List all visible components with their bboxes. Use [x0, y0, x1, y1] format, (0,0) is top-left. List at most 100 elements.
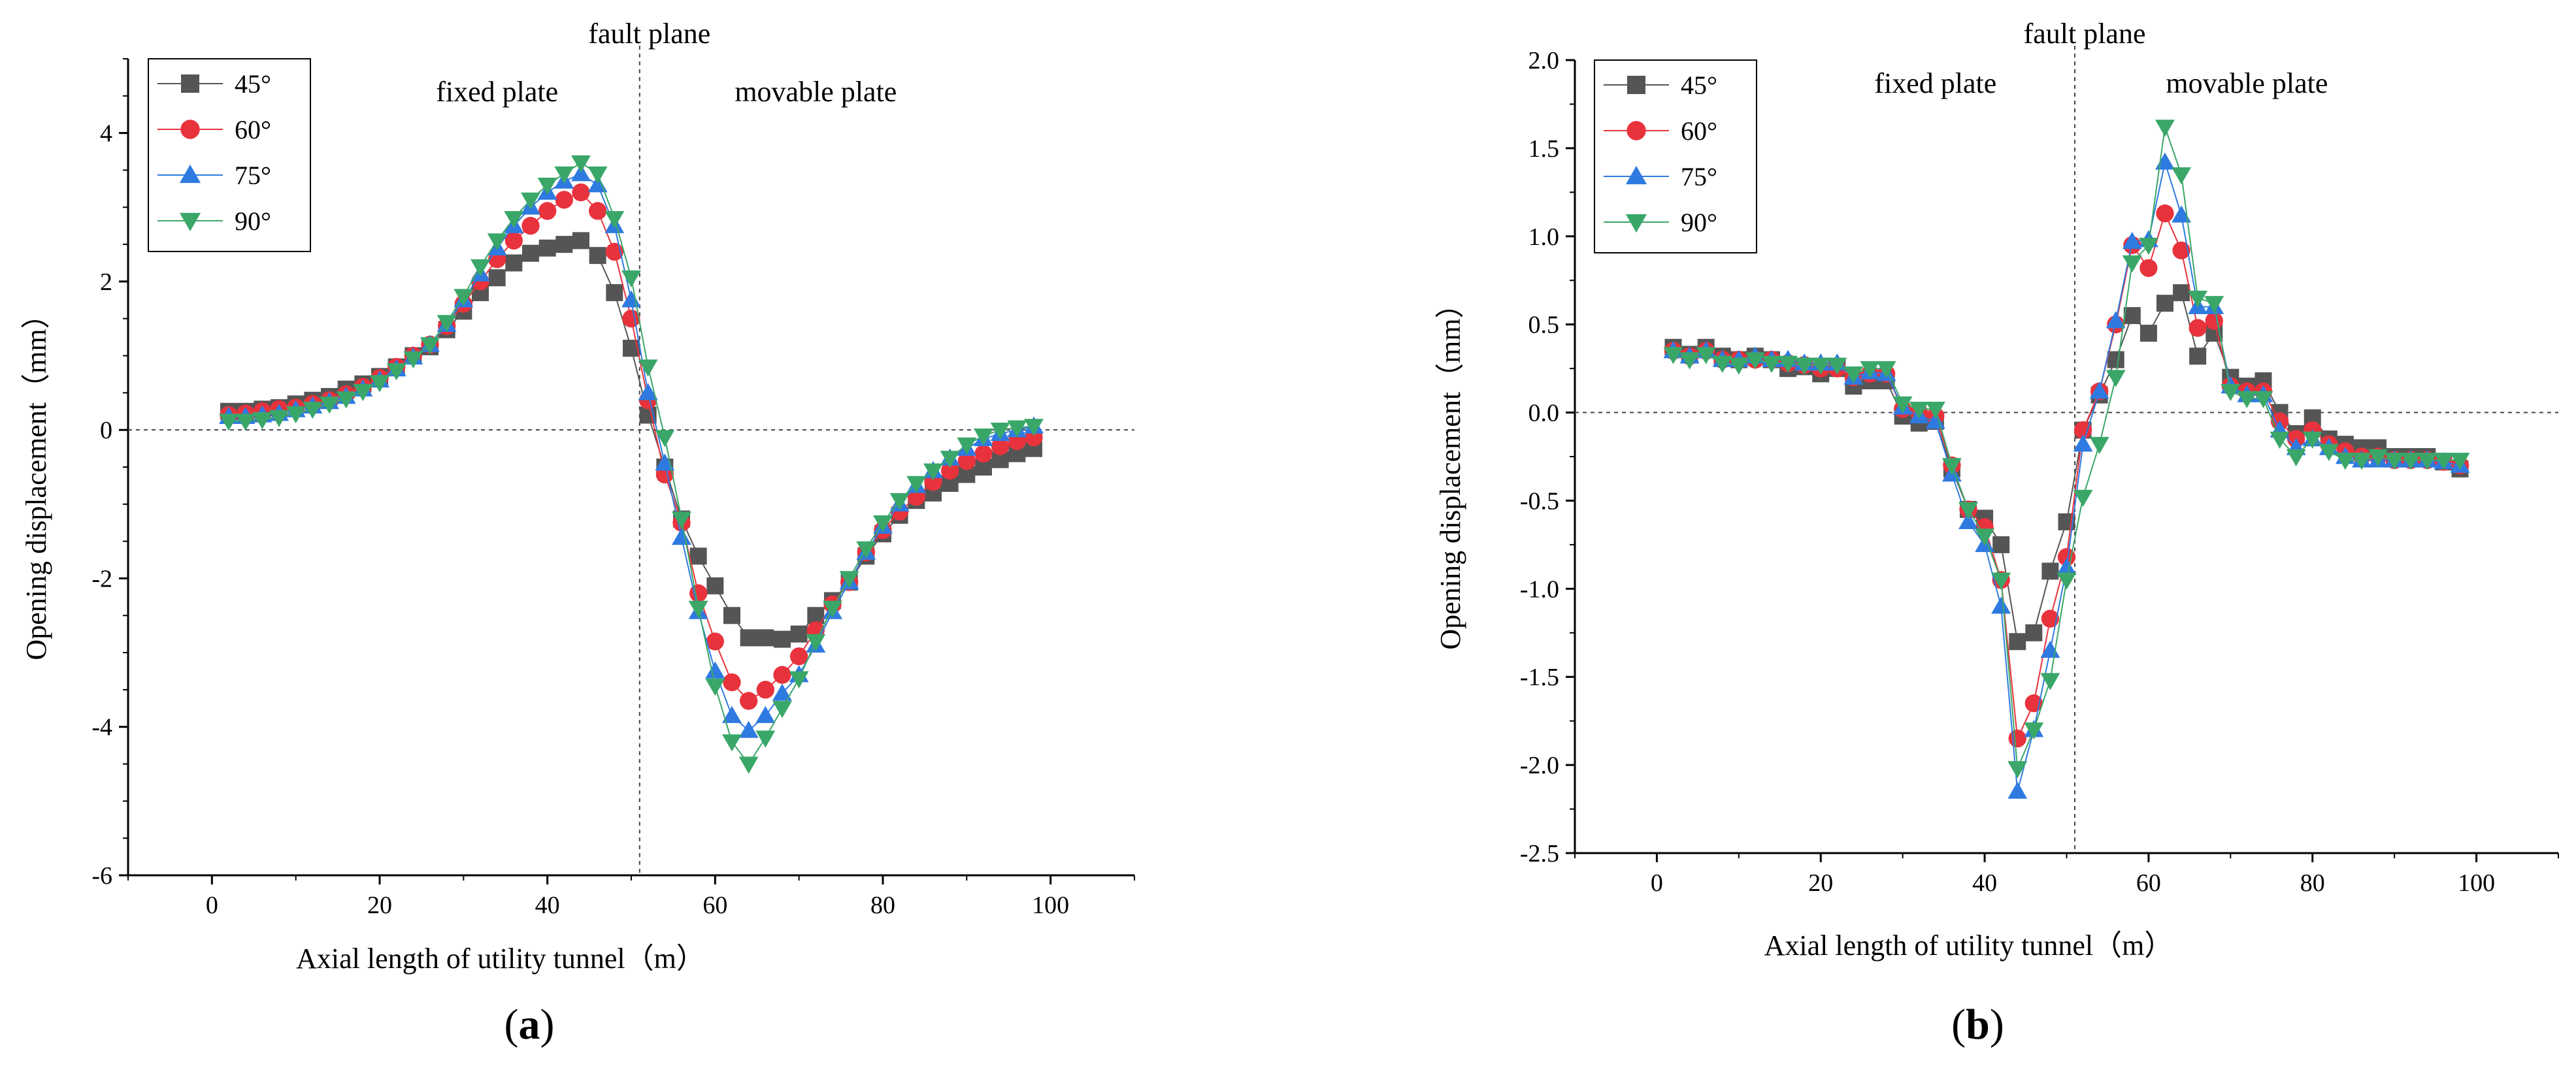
data-point — [1992, 536, 2010, 553]
data-point — [521, 192, 540, 210]
data-point — [1008, 445, 1026, 462]
data-point — [2335, 453, 2355, 470]
data-point — [2204, 296, 2224, 314]
data-point — [219, 413, 239, 431]
data-point — [320, 396, 339, 414]
legend-label: 90° — [1681, 208, 1717, 237]
data-point — [2319, 444, 2339, 461]
x-tick-label: 0 — [206, 892, 218, 919]
legend-label: 60° — [1681, 116, 1717, 146]
data-point — [522, 244, 539, 262]
data-point — [1811, 357, 1831, 375]
data-point — [2073, 434, 2093, 452]
data-point — [722, 734, 742, 752]
data-point — [705, 679, 725, 696]
data-point — [1762, 355, 1781, 373]
data-point — [774, 630, 791, 648]
movable-plate-annotation: movable plate — [735, 76, 897, 108]
data-point — [2385, 453, 2405, 470]
data-point — [974, 444, 993, 463]
data-point — [538, 202, 557, 220]
data-point — [571, 164, 591, 182]
series-90° — [1663, 120, 2470, 779]
data-point — [1991, 572, 2011, 590]
y-tick-label: 2 — [100, 268, 112, 296]
legend-swatch-marker — [1627, 76, 1645, 94]
data-point — [2057, 548, 2076, 566]
data-point — [2352, 453, 2371, 470]
series-60° — [1664, 204, 2469, 748]
data-point — [336, 391, 356, 409]
data-point — [723, 607, 740, 624]
y-axis-title: Opening displacement（mm） — [20, 300, 52, 660]
y-axis-title: Opening displacement（mm） — [1434, 289, 1466, 649]
data-point — [990, 422, 1010, 440]
data-point — [688, 600, 708, 618]
legend-swatch-marker — [180, 120, 200, 139]
series-line — [229, 161, 1034, 766]
data-point — [2138, 238, 2158, 255]
data-point — [2156, 204, 2174, 223]
y-tick-label: -6 — [91, 862, 112, 890]
data-point — [2155, 152, 2175, 170]
legend-swatch-marker — [1627, 121, 1646, 140]
data-point — [589, 247, 606, 265]
data-point — [1909, 401, 1929, 419]
data-point — [638, 383, 658, 400]
y-tick-label: 1.0 — [1528, 223, 1560, 251]
data-point — [740, 629, 757, 647]
y-tick-label: 2.0 — [1528, 47, 1560, 74]
data-point — [940, 451, 960, 468]
data-point — [504, 211, 524, 229]
data-point — [286, 406, 306, 424]
data-point — [823, 600, 842, 618]
legend-label: 45° — [1681, 71, 1717, 100]
data-point — [856, 541, 876, 558]
data-point — [873, 515, 893, 533]
data-point — [755, 705, 776, 723]
data-point — [2007, 781, 2028, 799]
data-point — [2253, 391, 2273, 408]
data-point — [722, 705, 742, 723]
data-point — [991, 451, 1009, 468]
data-point — [755, 730, 776, 748]
data-point — [1679, 352, 1700, 370]
data-point — [1778, 355, 1798, 373]
data-point — [773, 666, 791, 684]
fault-plane-annotation: fault plane — [2024, 18, 2146, 50]
data-point — [2450, 453, 2470, 470]
data-point — [2417, 453, 2437, 470]
data-point — [2155, 120, 2175, 137]
data-point — [2434, 453, 2454, 470]
data-point — [958, 466, 976, 483]
data-point — [2073, 489, 2093, 507]
data-point — [2025, 624, 2043, 641]
data-point — [572, 232, 589, 250]
data-point — [2056, 572, 2077, 590]
data-point — [790, 625, 808, 643]
data-point — [738, 756, 759, 774]
data-point — [638, 359, 658, 377]
data-point — [1876, 361, 1896, 379]
legend-label: 45° — [235, 69, 271, 99]
data-point — [655, 453, 675, 471]
data-point — [757, 629, 774, 647]
data-point — [2237, 391, 2257, 408]
data-point — [789, 671, 809, 688]
data-point — [2041, 609, 2060, 628]
panel-label: (b) — [1951, 1001, 2004, 1048]
legend-swatch-marker — [1625, 165, 1647, 185]
data-point — [957, 437, 977, 455]
chart-panel-b: -2.5 -2.0 -1.5 -1.0 -0.5 0.0 0.5 1.0 1.5 2.0 0 20 40… — [1434, 18, 2559, 1048]
data-point — [705, 661, 725, 679]
legend-label: 75° — [1681, 162, 1717, 191]
data-point — [889, 493, 910, 511]
data-point — [353, 383, 373, 402]
x-tick-label: 80 — [870, 892, 895, 919]
data-point — [604, 211, 625, 229]
data-point — [2368, 449, 2388, 466]
data-point — [2221, 383, 2241, 402]
movable-plate-annotation: movable plate — [2166, 67, 2328, 99]
